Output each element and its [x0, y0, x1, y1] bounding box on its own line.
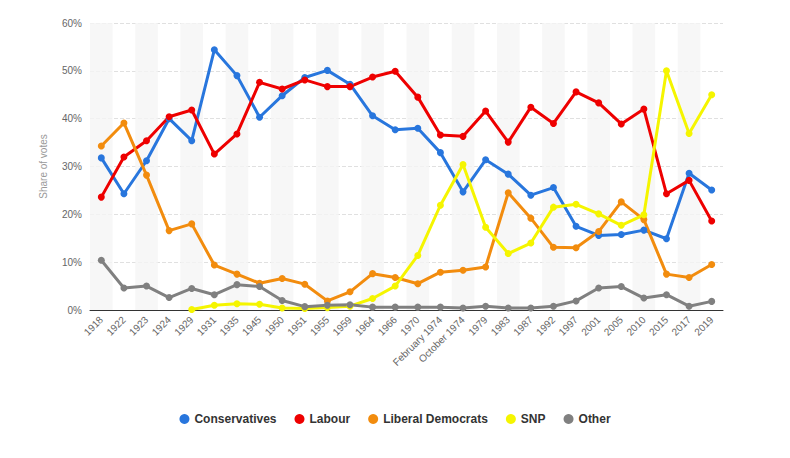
- svg-text:1931: 1931: [195, 314, 219, 338]
- svg-text:SNP: SNP: [521, 412, 546, 426]
- svg-text:1959: 1959: [330, 314, 354, 338]
- svg-text:1983: 1983: [489, 314, 513, 338]
- svg-text:1970: 1970: [398, 314, 422, 338]
- svg-text:2001: 2001: [579, 314, 603, 338]
- svg-text:2005: 2005: [602, 314, 626, 338]
- svg-text:1987: 1987: [511, 314, 535, 338]
- svg-text:1992: 1992: [534, 314, 558, 338]
- svg-text:10%: 10%: [62, 257, 82, 268]
- svg-text:February 1974: February 1974: [390, 314, 445, 368]
- svg-text:Conservatives: Conservatives: [194, 412, 276, 426]
- svg-text:2017: 2017: [669, 314, 693, 338]
- svg-text:Liberal Democrats: Liberal Democrats: [383, 412, 488, 426]
- svg-text:1997: 1997: [556, 314, 580, 338]
- svg-text:2010: 2010: [624, 314, 648, 338]
- svg-text:1950: 1950: [263, 314, 287, 338]
- svg-text:1979: 1979: [466, 314, 490, 338]
- svg-text:Share of votes: Share of votes: [38, 134, 49, 198]
- svg-text:1924: 1924: [150, 314, 174, 338]
- svg-text:20%: 20%: [62, 209, 82, 220]
- svg-text:60%: 60%: [62, 18, 82, 29]
- svg-text:1922: 1922: [104, 314, 128, 338]
- svg-text:0%: 0%: [68, 305, 83, 316]
- svg-text:40%: 40%: [62, 113, 82, 124]
- svg-text:1955: 1955: [308, 314, 332, 338]
- svg-text:Labour: Labour: [309, 412, 350, 426]
- svg-text:1966: 1966: [376, 314, 400, 338]
- svg-text:1951: 1951: [285, 314, 309, 338]
- svg-text:1929: 1929: [172, 314, 196, 338]
- svg-text:October 1974: October 1974: [416, 314, 467, 365]
- svg-text:50%: 50%: [62, 65, 82, 76]
- svg-text:30%: 30%: [62, 161, 82, 172]
- svg-text:2015: 2015: [647, 314, 671, 338]
- svg-text:2019: 2019: [692, 314, 716, 338]
- svg-text:1945: 1945: [240, 314, 264, 338]
- svg-text:Other: Other: [579, 412, 611, 426]
- svg-text:1923: 1923: [127, 314, 151, 338]
- svg-text:1918: 1918: [82, 314, 106, 338]
- svg-text:1935: 1935: [217, 314, 241, 338]
- svg-text:1964: 1964: [353, 314, 377, 338]
